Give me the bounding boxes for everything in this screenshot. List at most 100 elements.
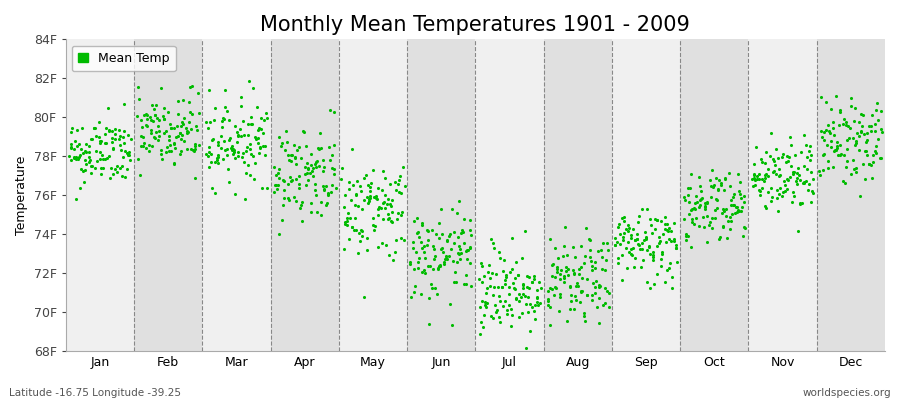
Point <box>573 243 588 249</box>
Point <box>250 127 265 134</box>
Point <box>746 170 760 177</box>
Point <box>241 78 256 84</box>
Point <box>850 164 864 171</box>
Point <box>688 200 702 207</box>
Point <box>687 204 701 211</box>
Point <box>106 170 121 177</box>
Point <box>142 142 157 148</box>
Point <box>254 115 268 122</box>
Point <box>728 204 742 210</box>
Point <box>764 130 778 136</box>
Point <box>660 266 674 273</box>
Point <box>626 226 640 232</box>
Point <box>598 300 612 307</box>
Point <box>860 139 874 146</box>
Point <box>244 114 258 120</box>
Point <box>343 215 357 222</box>
Point <box>362 196 376 202</box>
Point <box>561 265 575 272</box>
Point <box>690 198 705 205</box>
Point <box>398 183 412 189</box>
Point <box>508 286 522 292</box>
Point <box>634 240 649 246</box>
Point <box>185 83 200 89</box>
Point <box>660 227 674 233</box>
Point <box>512 291 526 298</box>
Point <box>625 252 639 258</box>
Point <box>156 156 170 162</box>
Point <box>693 197 707 204</box>
Point <box>236 150 250 156</box>
Point <box>173 130 187 136</box>
Point <box>611 224 625 230</box>
Point <box>492 298 507 304</box>
Point <box>279 139 293 145</box>
Point <box>630 236 644 242</box>
Point <box>78 147 93 154</box>
Point <box>376 200 391 207</box>
Point <box>164 124 178 131</box>
Point <box>530 294 544 300</box>
Point <box>764 194 778 200</box>
Point <box>837 152 851 158</box>
Point <box>595 302 609 308</box>
Point <box>117 148 131 154</box>
Point <box>856 112 870 118</box>
Point <box>89 158 104 164</box>
Point <box>778 182 792 188</box>
Point <box>761 166 776 172</box>
Point <box>415 269 429 276</box>
Point <box>166 140 181 146</box>
Point <box>208 105 222 111</box>
Point <box>250 104 265 110</box>
Point <box>622 224 636 231</box>
Point <box>340 210 355 216</box>
Text: worldspecies.org: worldspecies.org <box>803 388 891 398</box>
Point <box>106 146 121 152</box>
Point <box>474 298 489 304</box>
Point <box>658 214 672 220</box>
Point <box>495 284 509 290</box>
Point <box>122 152 136 158</box>
Point <box>236 118 250 124</box>
Point <box>202 149 216 156</box>
Point <box>565 267 580 274</box>
Point <box>594 247 608 254</box>
Point <box>223 145 238 152</box>
Point <box>546 292 561 299</box>
Point <box>726 191 741 198</box>
Point <box>820 142 834 148</box>
Point <box>102 126 116 133</box>
Point <box>708 175 723 181</box>
Point <box>256 117 271 124</box>
Point <box>64 140 78 147</box>
Point <box>734 208 748 215</box>
Point <box>832 151 847 158</box>
Point <box>799 141 814 148</box>
Point <box>377 204 392 211</box>
Point <box>67 154 81 160</box>
Point <box>346 182 360 188</box>
Point <box>473 260 488 266</box>
Point <box>660 221 674 227</box>
Point <box>814 94 829 100</box>
Point <box>363 193 377 199</box>
Point <box>62 153 77 159</box>
Point <box>755 159 770 165</box>
Point <box>846 157 860 163</box>
Point <box>667 236 681 242</box>
Point <box>677 194 691 200</box>
Point <box>348 215 363 221</box>
Point <box>308 181 322 188</box>
Point <box>789 181 804 188</box>
Point <box>812 168 826 174</box>
Point <box>637 236 652 243</box>
Point <box>268 182 283 188</box>
Point <box>385 209 400 215</box>
Point <box>634 264 648 270</box>
Point <box>646 257 661 264</box>
Point <box>203 119 218 126</box>
Point <box>816 128 831 135</box>
Point <box>424 280 438 287</box>
Point <box>446 240 461 246</box>
